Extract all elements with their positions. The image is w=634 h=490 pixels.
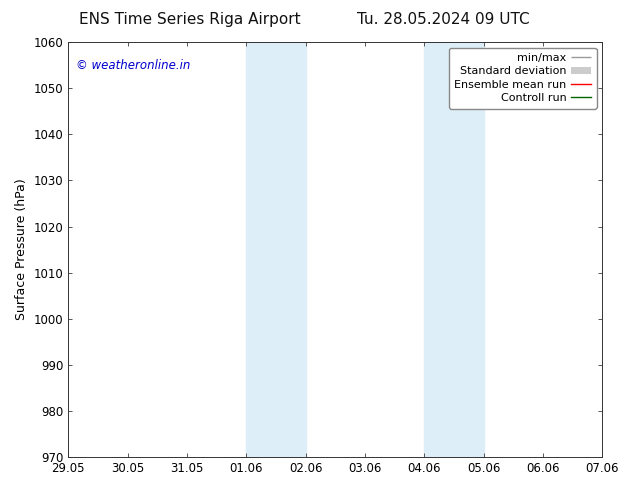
Legend: min/max, Standard deviation, Ensemble mean run, Controll run: min/max, Standard deviation, Ensemble me… [449, 48, 597, 109]
Y-axis label: Surface Pressure (hPa): Surface Pressure (hPa) [15, 179, 28, 320]
Text: Tu. 28.05.2024 09 UTC: Tu. 28.05.2024 09 UTC [358, 12, 530, 27]
Text: ENS Time Series Riga Airport: ENS Time Series Riga Airport [79, 12, 301, 27]
Bar [424, 42, 484, 457]
Text: © weatheronline.in: © weatheronline.in [76, 59, 191, 72]
Bar [246, 42, 306, 457]
